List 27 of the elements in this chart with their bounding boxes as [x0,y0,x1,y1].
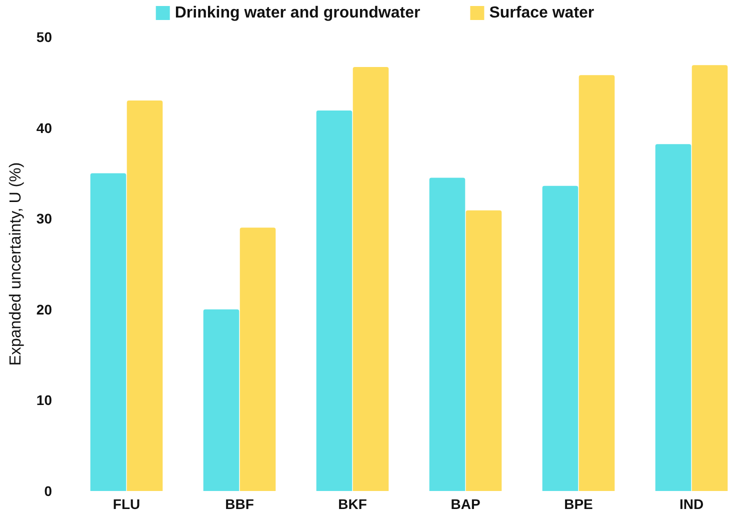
bar [466,210,502,491]
x-tick-label: BKF [338,496,368,512]
legend-label: Drinking water and groundwater [174,4,420,22]
x-tick-label: BBF [225,496,254,512]
x-tick-label: FLU [112,496,140,512]
bar [126,100,163,491]
x-tick-label: BAP [450,496,480,512]
y-tick-label: 20 [36,301,52,318]
bar [316,110,352,491]
y-tick-label: 50 [36,29,52,45]
bar [203,309,240,491]
x-tick-label: BPE [564,496,593,512]
bar [578,75,615,491]
bar [429,178,466,491]
legend-label: Surface water [489,4,594,22]
bar [240,228,276,491]
y-tick-label: 10 [36,392,52,408]
y-tick-label: 0 [44,483,52,499]
bar [352,66,389,491]
y-axis-title: Expanded uncertainty, U (%) [8,162,24,366]
y-tick-label: 40 [36,120,52,136]
bar [692,65,728,491]
bar [90,173,126,491]
bar [542,186,578,491]
x-tick-label: IND [679,496,704,512]
y-tick-label: 30 [36,210,52,227]
bar [655,144,692,491]
